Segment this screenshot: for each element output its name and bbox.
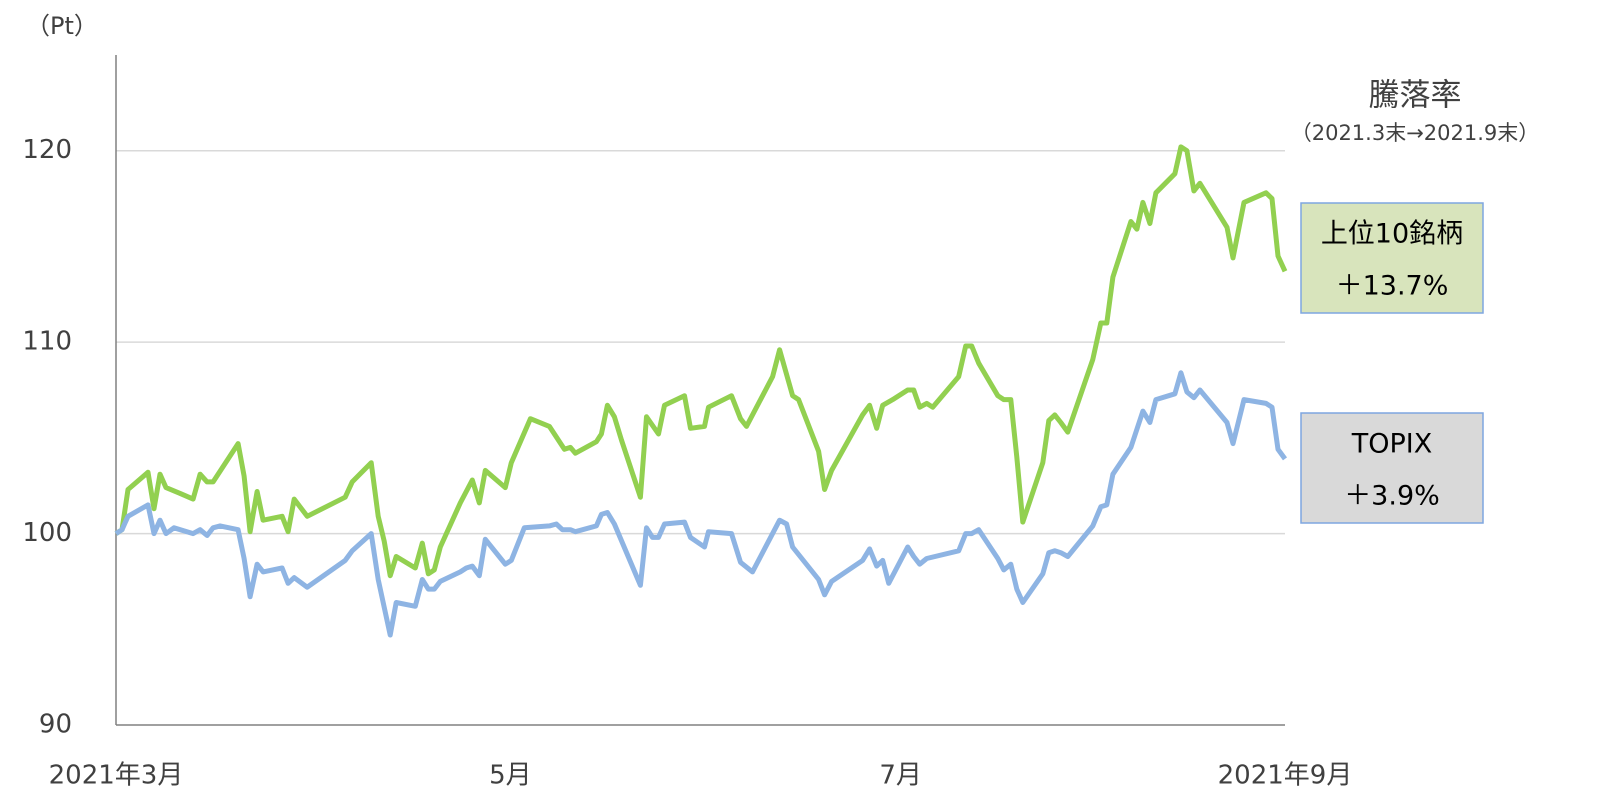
x-tick-label: 2021年3月: [49, 761, 184, 791]
x-tick-label: 7月: [879, 761, 922, 791]
y-tick-label: 120: [22, 135, 72, 165]
legend-change: ＋13.7%: [1336, 271, 1449, 302]
legend-title: 騰落率: [1369, 78, 1462, 114]
series-line: [114, 370, 1288, 638]
legend-box: [1300, 412, 1484, 524]
legend-box: [1300, 202, 1484, 314]
y-tick-label: 100: [22, 518, 72, 548]
legend-subtitle: （2021.3末→2021.9末）: [1291, 121, 1540, 145]
legend-name: 上位10銘柄: [1321, 219, 1463, 250]
unit-label: （Pt）: [26, 12, 98, 40]
y-tick-label: 90: [39, 710, 72, 740]
legend-name: TOPIX: [1351, 429, 1433, 460]
series-line: [114, 144, 1288, 579]
y-tick-label: 110: [22, 327, 72, 357]
x-tick-label: 5月: [489, 761, 532, 791]
legend-change: ＋3.9%: [1344, 481, 1440, 512]
x-tick-label: 2021年9月: [1218, 761, 1353, 791]
